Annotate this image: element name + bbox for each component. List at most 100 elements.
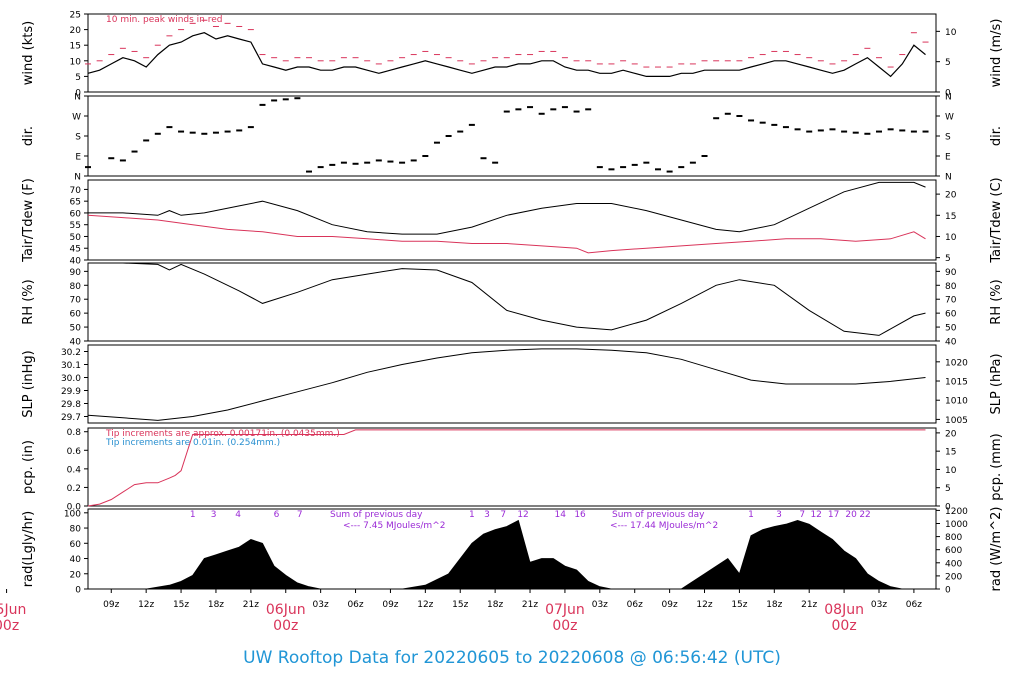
pcp-ytick-right-label: 15 (945, 448, 956, 458)
x-tick-label: 09z (382, 600, 398, 610)
slp-ytick-label: 29.8 (61, 400, 81, 410)
rh-ylabel-right: RH (%) (989, 279, 1004, 324)
rad-hour-mark: 1 (748, 510, 754, 520)
wind-ytick-right-label: 10 (945, 28, 957, 38)
x-tick-label: 18z (766, 600, 782, 610)
rad-daily-sum-header: Sum of previous day (330, 510, 423, 520)
x-tick-label: 12z (696, 600, 712, 610)
rad-ytick-right-label: 200 (945, 572, 962, 582)
temp-ytick-right-label: 20 (945, 191, 957, 201)
rad-ytick-right-label: 400 (945, 559, 962, 569)
rad-hour-mark: 7 (799, 510, 805, 520)
temp-ytick-label: 45 (70, 245, 81, 255)
x-day-time: 00z (0, 618, 19, 634)
rad-hour-mark: 3 (776, 510, 782, 520)
pcp-ytick-label: 0.2 (67, 484, 81, 494)
slp-ytick-label: 29.7 (61, 413, 81, 423)
rad-daily-sum-value: <--- 17.44 MJoules/m^2 (610, 521, 718, 531)
wind-ytick-label: 10 (70, 57, 82, 67)
x-tick-label: 09z (662, 600, 678, 610)
rh-ytick-right-label: 60 (945, 310, 957, 320)
rh-panel-frame (87, 262, 937, 342)
rh-ylabel: RH (%) (21, 279, 36, 324)
slp-ytick-label: 30.1 (61, 361, 81, 371)
rad-ytick-right-label: 600 (945, 546, 962, 556)
wind-ytick-label: 5 (75, 73, 81, 83)
rad-ytick-label: 100 (64, 509, 81, 519)
rad-hour-mark: 1 (469, 510, 475, 520)
x-tick-label: 21z (522, 600, 538, 610)
rh-ytick-right-label: 80 (945, 282, 957, 292)
rad-hour-mark: 16 (574, 510, 586, 520)
rad-ytick-right-label: 0 (945, 586, 951, 596)
x-tick-label: 03z (871, 600, 887, 610)
slp-ylabel: SLP (inHg) (21, 350, 36, 418)
pcp-ytick-label: 0.6 (67, 447, 82, 457)
rad-hour-mark: 17 (828, 510, 839, 520)
rad-ytick-label: 0 (75, 586, 81, 596)
rad-hour-mark: 1 (190, 510, 196, 520)
rad-hour-mark: 7 (297, 510, 303, 520)
rad-ytick-label: 20 (70, 570, 82, 580)
rad-ytick-label: 40 (70, 555, 82, 565)
x-tick-label: 06z (906, 600, 922, 610)
x-tick-label: 09z (103, 600, 119, 610)
dir-ytick-label: N (74, 173, 81, 183)
wind-ytick-label: 0 (75, 89, 81, 99)
rad-daily-sum-value: <--- 7.45 MJoules/m^2 (343, 521, 445, 531)
x-tick-label: 15z (173, 600, 189, 610)
dir-ytick-label: E (75, 153, 81, 163)
slp-ytick-right-label: 1015 (945, 378, 968, 388)
rad-hour-mark: 12 (810, 510, 821, 520)
x-day-label: 05Jun (0, 602, 26, 618)
rad-ytick-right-label: 1000 (945, 520, 968, 530)
x-tick-label: 21z (243, 600, 259, 610)
temp-ylabel: Tair/Tdew (F) (21, 178, 36, 263)
temp-ytick-label: 55 (70, 221, 81, 231)
pcp-ylabel: pcp. (in) (21, 440, 36, 494)
rh-ytick-label: 60 (70, 310, 82, 320)
dir-ytick-right-label: W (945, 113, 954, 123)
temp-panel-frame (87, 179, 937, 261)
wind-line (87, 32, 926, 78)
tair-line (88, 181, 926, 235)
dir-ytick-right-label: E (945, 153, 951, 163)
rad-hour-mark: 7 (500, 510, 506, 520)
rh-ytick-label: 90 (70, 268, 82, 278)
pcp-ytick-right-label: 20 (945, 429, 957, 439)
temp-ytick-right-label: 10 (945, 233, 957, 243)
x-tick-label: 21z (801, 600, 817, 610)
pcp-ylabel-right: pcp. (mm) (989, 433, 1004, 500)
rad-ylabel-right: rad (W/m^2) (989, 507, 1004, 592)
slp-line (87, 348, 926, 421)
pcp-ytick-label: 0.0 (67, 503, 82, 513)
rad-hour-mark: 6 (274, 510, 280, 520)
rad-ytick-label: 80 (70, 525, 82, 535)
wind-ytick-label: 20 (70, 26, 82, 36)
wind-ytick-right-label: 5 (945, 58, 951, 68)
temp-ytick-right-label: 15 (945, 212, 956, 222)
slp-panel-frame (87, 344, 937, 424)
pcp-ytick-label: 0.8 (67, 428, 82, 438)
x-tick-label: 12z (138, 600, 154, 610)
rad-hour-mark: 22 (859, 510, 870, 520)
x-tick-label: 03z (592, 600, 608, 610)
slp-ytick-label: 30.2 (61, 348, 81, 358)
temp-ytick-label: 50 (70, 233, 82, 243)
rad-hour-mark: 4 (235, 510, 241, 520)
slp-ytick-label: 30.0 (61, 374, 81, 384)
x-tick-label: 15z (731, 600, 747, 610)
wind-ytick-label: 15 (70, 42, 81, 52)
rh-ytick-right-label: 70 (945, 296, 957, 306)
slp-ytick-label: 29.9 (61, 387, 81, 397)
temp-ytick-label: 70 (70, 186, 82, 196)
pcp-ytick-right-label: 10 (945, 466, 957, 476)
dir-ytick-label: N (74, 93, 81, 103)
dir-panel-frame (87, 95, 937, 177)
rad-hour-mark: 14 (555, 510, 567, 520)
x-day-time: 00z (552, 618, 577, 634)
x-tick-label: 06z (627, 600, 643, 610)
x-day-label: 06Jun (266, 602, 306, 618)
dir-ytick-label: S (75, 133, 81, 143)
slp-ytick-right-label: 1005 (945, 416, 968, 426)
